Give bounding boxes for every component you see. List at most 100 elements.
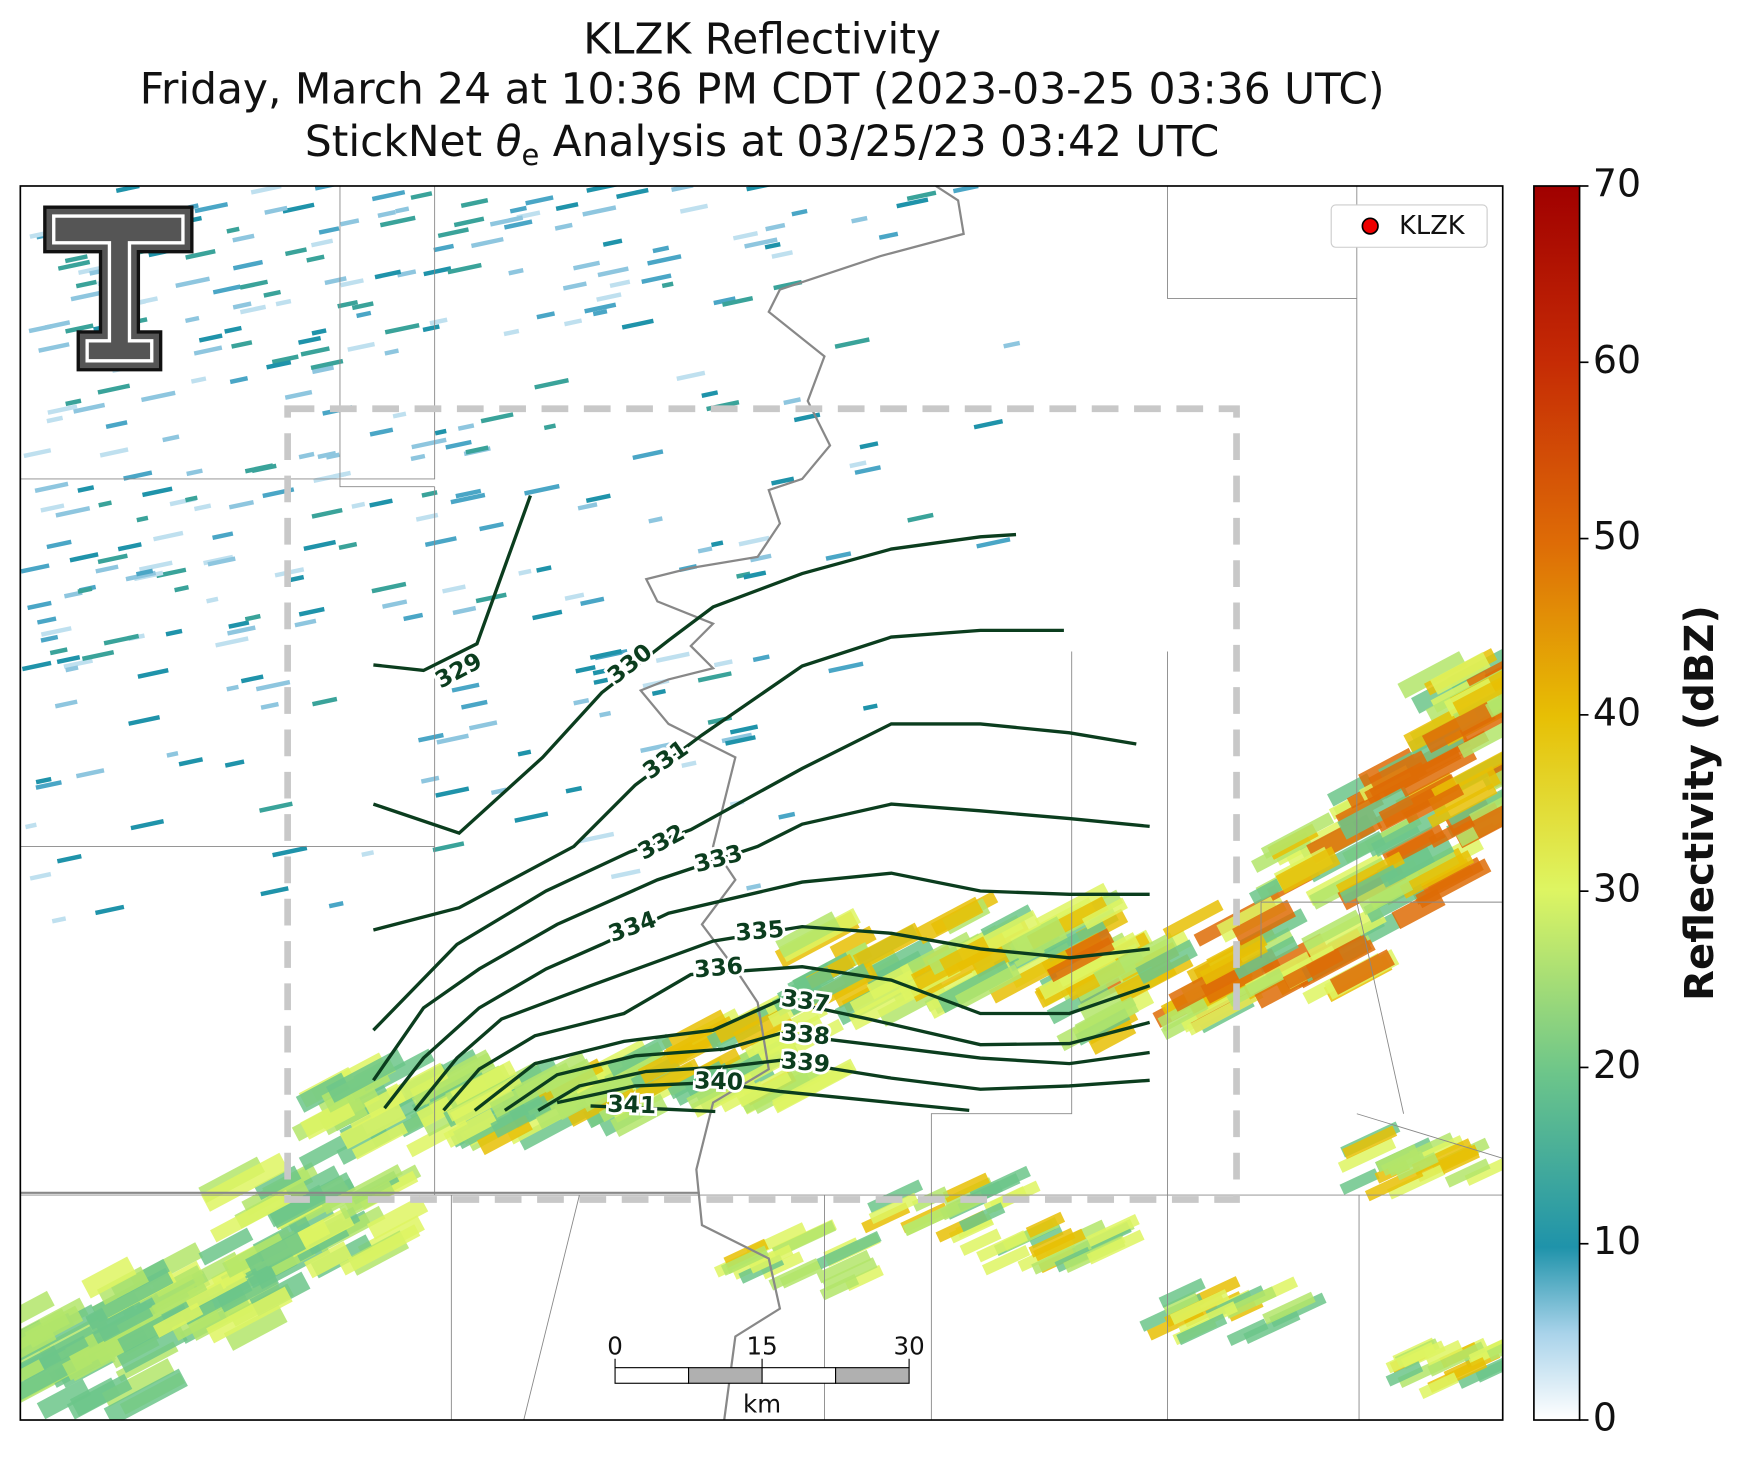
title-line-1: KLZK Reflectivity xyxy=(583,14,941,63)
echo xyxy=(96,1301,154,1343)
echo xyxy=(200,1152,289,1212)
echo xyxy=(445,439,472,450)
echo xyxy=(518,568,532,576)
echo xyxy=(655,651,690,663)
echo xyxy=(268,1172,355,1229)
title-line-3: StickNet θe Analysis at 03/25/23 03:42 U… xyxy=(305,117,1219,172)
echo xyxy=(193,503,212,512)
echo xyxy=(976,537,1011,549)
echo xyxy=(351,501,366,509)
echo xyxy=(142,486,173,498)
echo xyxy=(300,1098,356,1140)
echo xyxy=(701,390,719,398)
echo xyxy=(829,925,877,961)
echo xyxy=(351,1122,408,1160)
contour-line xyxy=(556,1080,970,1113)
echo xyxy=(207,556,236,567)
echo xyxy=(95,564,119,574)
echo xyxy=(228,620,250,629)
echo xyxy=(816,1249,872,1284)
colorbar-tick-label: 60 xyxy=(1593,338,1641,382)
echo xyxy=(226,684,239,692)
echo xyxy=(137,668,169,679)
scale-segment xyxy=(835,1367,910,1384)
echo xyxy=(185,1269,248,1311)
echo xyxy=(128,714,161,726)
echo xyxy=(54,699,78,709)
echo xyxy=(585,493,611,503)
echo xyxy=(1303,904,1387,961)
echo xyxy=(130,819,165,831)
echo xyxy=(1169,1289,1230,1325)
echo xyxy=(1093,932,1178,987)
echo xyxy=(63,658,94,669)
echo xyxy=(227,625,256,636)
contour-line xyxy=(503,1031,1150,1112)
echo xyxy=(748,1244,794,1274)
echo xyxy=(713,659,733,668)
echo xyxy=(190,376,207,384)
echo xyxy=(1162,1290,1200,1316)
echo xyxy=(697,671,732,683)
echo xyxy=(771,1061,855,1114)
analysis-domain xyxy=(284,405,1240,1203)
echo xyxy=(244,613,261,622)
echo xyxy=(743,570,767,580)
echo xyxy=(1260,812,1335,859)
echo xyxy=(70,290,104,302)
echo xyxy=(451,682,480,693)
echo xyxy=(410,453,426,462)
echo xyxy=(1399,850,1475,899)
echo xyxy=(1380,833,1455,886)
echo xyxy=(66,1373,133,1420)
echo xyxy=(749,1002,828,1053)
echo xyxy=(1385,1361,1424,1387)
echo xyxy=(1033,1228,1087,1262)
echo xyxy=(543,423,557,431)
echo xyxy=(298,335,322,345)
echo xyxy=(153,530,184,542)
contour-line xyxy=(383,871,1150,1110)
echo xyxy=(420,775,440,784)
echo xyxy=(468,720,498,731)
echo xyxy=(589,648,622,660)
contour-line xyxy=(590,1104,716,1114)
echo xyxy=(878,231,899,240)
contour-label: 332 xyxy=(633,818,689,866)
echo xyxy=(395,206,410,214)
scale-tick-label: 0 xyxy=(607,1332,623,1361)
echo xyxy=(1275,846,1341,894)
echo xyxy=(676,370,706,381)
echo xyxy=(1427,783,1498,828)
echo xyxy=(725,735,756,746)
echo xyxy=(503,219,533,230)
colorbar-tick-label: 70 xyxy=(1593,161,1641,205)
echo xyxy=(25,822,37,830)
echo xyxy=(75,279,97,289)
echo xyxy=(340,218,360,227)
echo xyxy=(77,586,93,594)
echo xyxy=(1025,1211,1066,1238)
echo xyxy=(397,269,417,278)
echo xyxy=(266,359,292,370)
echo xyxy=(816,1230,882,1270)
echo xyxy=(1356,872,1414,916)
echo xyxy=(411,437,447,450)
boundaries xyxy=(20,185,1503,1421)
echo xyxy=(1427,1341,1486,1377)
echo xyxy=(1339,864,1399,904)
echo xyxy=(744,237,778,249)
echo xyxy=(174,585,189,593)
echo xyxy=(470,236,504,249)
echo xyxy=(55,506,91,518)
echo xyxy=(347,341,375,352)
echo xyxy=(776,966,835,1007)
scale-segment xyxy=(688,1367,763,1384)
logo xyxy=(43,205,194,372)
echo xyxy=(729,724,759,735)
echo xyxy=(710,540,724,548)
echo xyxy=(593,677,609,685)
echo xyxy=(1457,709,1503,758)
echo xyxy=(671,185,694,193)
echo xyxy=(284,247,307,257)
